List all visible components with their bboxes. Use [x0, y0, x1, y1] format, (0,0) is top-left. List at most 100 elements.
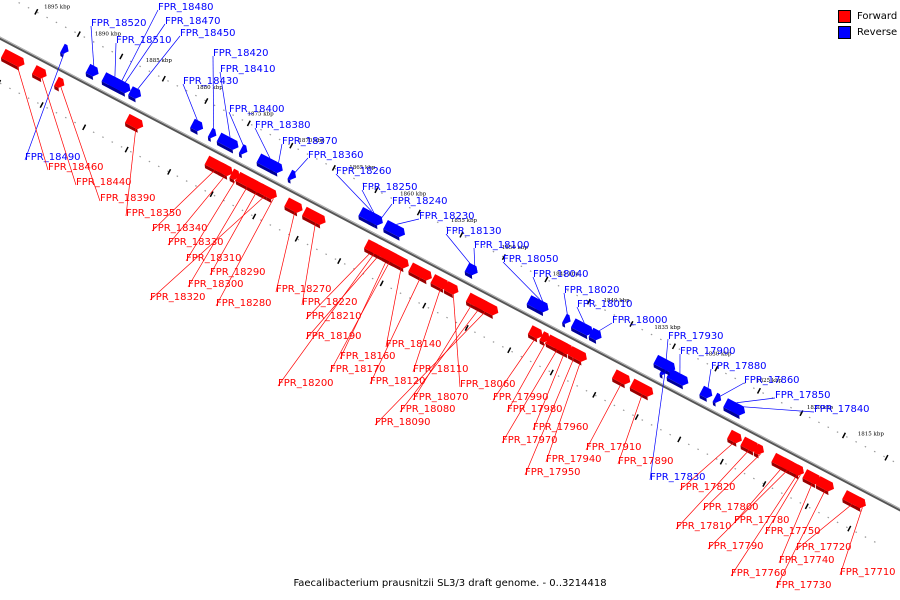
gene-label: FPR_18440 [76, 177, 132, 188]
gene-label: FPR_18020 [564, 285, 620, 296]
scale-tick [289, 142, 294, 149]
reverse-gene-fpr_18230 [383, 219, 406, 241]
forward-gene-fpr_17810 [740, 436, 759, 456]
forward-gene-fpr_18310 [229, 168, 240, 184]
gene-leader-line [736, 397, 776, 404]
scale-tick [416, 209, 421, 216]
forward-gene-fpr_18300 [235, 171, 260, 194]
gene-leader-line [215, 198, 274, 307]
kbp-marker-label: 1850 kbp [502, 245, 529, 251]
gene-leader-line [707, 368, 712, 391]
gene-leader-line [506, 341, 547, 413]
gene-leader-line [385, 263, 403, 348]
gene-label: FPR_18510 [116, 35, 172, 46]
gene-label: FPR_18010 [577, 299, 633, 310]
gene-leader-line [492, 335, 538, 401]
kbp-marker-label: 1830 kbp [705, 351, 732, 357]
gene-leader-line [445, 233, 474, 268]
gene-label: FPR_17810 [676, 521, 732, 532]
gene-label: FPR_17950 [525, 467, 581, 478]
gene-label: FPR_18340 [152, 223, 208, 234]
gene-leader-line [14, 59, 49, 171]
gene-leader-line [335, 173, 372, 212]
scale-tick [671, 343, 676, 350]
gene-leader-line [60, 87, 101, 202]
reverse-gene-fpr_17860 [712, 392, 722, 407]
scale-tick [634, 414, 639, 421]
gene-leader-line [839, 507, 863, 576]
gene-leader-line [596, 322, 613, 333]
gene-label: FPR_17780 [734, 515, 790, 526]
scale-tick [592, 391, 597, 398]
gene-leader-line [185, 178, 237, 262]
gene-label: FPR_18040 [533, 269, 589, 280]
genome-backbone-highlight [0, 36, 900, 510]
reverse-gene-fpr_18410 [216, 132, 239, 154]
reverse-gene-fpr_17880 [699, 385, 713, 402]
gene-label: FPR_18310 [186, 253, 242, 264]
gene-leader-line [532, 349, 567, 431]
gene-label: FPR_18410 [220, 64, 276, 75]
gene-leader-line [412, 284, 443, 373]
gene-leader-line [187, 182, 251, 288]
gene-label: FPR_18320 [150, 292, 206, 303]
forward-gene-fpr_17950 [567, 346, 579, 361]
reverse-gene-fpr_18010 [570, 318, 593, 340]
gene-label: FPR_17710 [840, 567, 896, 578]
gene-label: FPR_17740 [779, 555, 835, 566]
gene-leader-line [379, 203, 393, 220]
scale-tick [459, 231, 464, 238]
scale-tick [884, 454, 889, 461]
forward-gene-fpr_17760 [789, 462, 804, 480]
reverse-gene-fpr_18400 [238, 144, 248, 159]
scale-tick [76, 31, 81, 38]
reverse-gene-fpr_18240 [374, 215, 383, 230]
gene-label: FPR_17720 [796, 542, 852, 553]
legend-label-forward: Forward [857, 10, 898, 22]
gene-label: FPR_18370 [282, 136, 338, 147]
gene-label: FPR_18250 [362, 182, 418, 193]
gene-leader-line [293, 157, 309, 175]
gene-leader-line [702, 453, 761, 511]
forward-swatch [838, 9, 851, 23]
gene-leader-line [778, 479, 815, 564]
legend-item-reverse: Reverse [838, 24, 897, 40]
kbp-marker-label: 1890 kbp [95, 31, 122, 37]
gene-label: FPR_18460 [48, 162, 104, 173]
gene-leader-line [764, 474, 801, 535]
gene-label: FPR_18360 [308, 150, 364, 161]
gene-leader-line [679, 439, 737, 491]
gene-leader-line [301, 217, 317, 306]
gene-label: FPR_18520 [91, 18, 147, 29]
gene-leader-line [718, 382, 745, 398]
scale-tick [586, 298, 591, 305]
gene-leader-line [219, 71, 231, 138]
genome-backbone [0, 36, 900, 512]
forward-gene-fpr_18120 [408, 262, 432, 285]
gene-label: FPR_18100 [474, 240, 530, 251]
gene-leader-line [452, 291, 461, 388]
gene-label: FPR_18450 [180, 28, 236, 39]
kbp-marker-label: 1860 kbp [400, 191, 427, 197]
kbp-marker-label: 1835 kbp [654, 325, 681, 331]
gene-label: FPR_17820 [680, 482, 736, 493]
kbp-marker-label: 1870 kbp [298, 138, 325, 144]
gene-leader-line [374, 307, 490, 426]
gene-label: FPR_17790 [708, 541, 764, 552]
legend-item-forward: Forward [838, 8, 897, 24]
gene-leader-line [545, 358, 582, 463]
gene-label: FPR_18190 [306, 331, 362, 342]
gene-leader-line [585, 379, 624, 451]
forward-gene-fpr_17740 [802, 469, 821, 489]
gene-label: FPR_18170 [330, 364, 386, 375]
scale-tick [804, 503, 809, 510]
reverse-gene-fpr_18370 [269, 160, 283, 177]
gene-label: FPR_18120 [370, 376, 426, 387]
gene-label: FPR_18480 [158, 2, 214, 13]
gene-label: FPR_18330 [168, 237, 224, 248]
gene-label: FPR_17940 [546, 454, 602, 465]
gene-leader-line [114, 42, 117, 77]
gene-leader-line [228, 111, 246, 149]
gene-label: FPR_18210 [306, 311, 362, 322]
gene-label: FPR_17960 [533, 422, 589, 433]
